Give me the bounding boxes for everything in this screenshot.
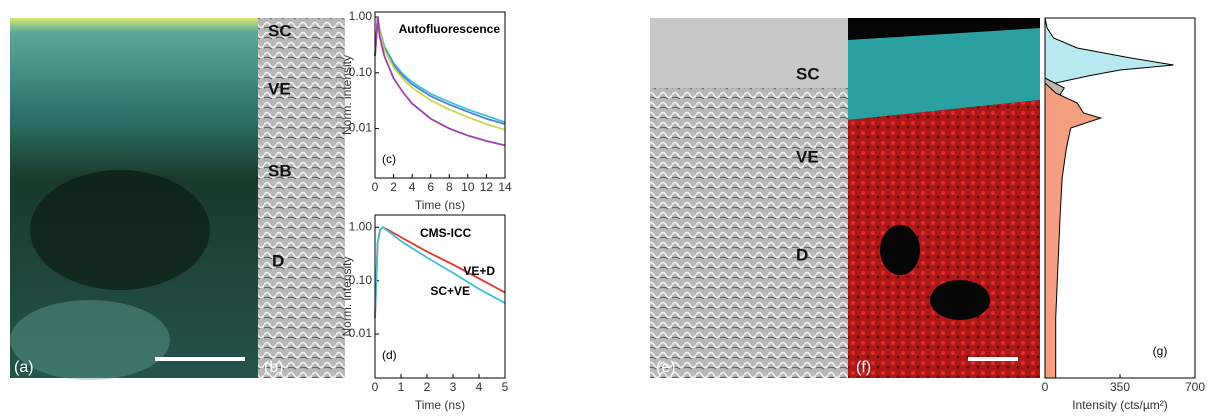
y-tick-label: 0.10 bbox=[349, 65, 373, 79]
profile-area bbox=[1044, 17, 1174, 89]
y-axis-label: Norm. intensity bbox=[340, 256, 354, 336]
image-e-top bbox=[650, 18, 848, 88]
panel-label: (b) bbox=[264, 359, 284, 376]
x-axis-label: Intensity (cts/µm²) bbox=[1072, 398, 1168, 412]
x-tick-label: 10 bbox=[461, 180, 475, 194]
chart-title: Autofluorescence bbox=[399, 22, 501, 36]
y-tick-label: 1.00 bbox=[349, 9, 373, 23]
panel-label: (c) bbox=[382, 152, 396, 166]
panel-label: (d) bbox=[382, 348, 397, 362]
image-f-layer bbox=[848, 100, 1040, 378]
layer-label: SB bbox=[268, 161, 292, 180]
x-tick-label: 5 bbox=[502, 380, 509, 394]
x-tick-label: 4 bbox=[476, 380, 483, 394]
x-tick-label: 1 bbox=[398, 380, 405, 394]
panel-label: (g) bbox=[1153, 344, 1168, 358]
layer-label: D bbox=[796, 245, 808, 264]
y-tick-label: 0.01 bbox=[349, 326, 373, 340]
x-tick-label: 2 bbox=[390, 180, 397, 194]
image-shade bbox=[10, 300, 170, 380]
x-tick-label: 350 bbox=[1110, 380, 1130, 394]
x-tick-label: 14 bbox=[498, 180, 512, 194]
image-shade bbox=[930, 280, 990, 320]
y-axis-label: Norm. intensity bbox=[340, 55, 354, 135]
x-tick-label: 0 bbox=[372, 380, 379, 394]
series-label: VE+D bbox=[463, 264, 495, 278]
x-tick-label: 0 bbox=[372, 180, 379, 194]
x-tick-label: 12 bbox=[480, 180, 494, 194]
x-tick-label: 700 bbox=[1185, 380, 1205, 394]
layer-label: D bbox=[272, 251, 284, 270]
scale-bar bbox=[155, 357, 245, 361]
series-line bbox=[374, 16, 506, 147]
layer-label: VE bbox=[796, 147, 819, 166]
y-tick-label: 0.10 bbox=[349, 273, 373, 287]
x-tick-label: 4 bbox=[409, 180, 416, 194]
x-axis-label: Time (ns) bbox=[415, 398, 465, 412]
series-label: SC+VE bbox=[430, 284, 470, 298]
x-tick-label: 0 bbox=[1042, 380, 1049, 394]
x-tick-label: 3 bbox=[450, 380, 457, 394]
layer-label: SC bbox=[268, 21, 292, 40]
image-shade bbox=[880, 225, 920, 275]
plot-frame bbox=[374, 11, 506, 179]
x-axis-label: Time (ns) bbox=[415, 198, 465, 212]
scale-bar bbox=[968, 357, 1018, 361]
panel-label: (e) bbox=[656, 359, 676, 376]
x-tick-label: 2 bbox=[424, 380, 431, 394]
x-tick-label: 6 bbox=[427, 180, 434, 194]
x-tick-label: 8 bbox=[446, 180, 453, 194]
y-tick-label: 0.01 bbox=[349, 121, 373, 135]
series-line bbox=[374, 226, 506, 318]
layer-label: VE bbox=[268, 79, 291, 98]
panel-label: (a) bbox=[14, 359, 34, 376]
panel-label: (f) bbox=[856, 359, 871, 376]
plot-frame bbox=[374, 214, 506, 379]
image-b bbox=[258, 18, 345, 378]
layer-label: SC bbox=[796, 64, 820, 83]
image-f-layer bbox=[848, 28, 1040, 120]
image-shade bbox=[30, 170, 210, 290]
plot-frame bbox=[1044, 17, 1196, 379]
profile-area bbox=[1044, 81, 1103, 379]
y-tick-label: 1.00 bbox=[349, 219, 373, 233]
chart-title: CMS-ICC bbox=[420, 226, 472, 240]
